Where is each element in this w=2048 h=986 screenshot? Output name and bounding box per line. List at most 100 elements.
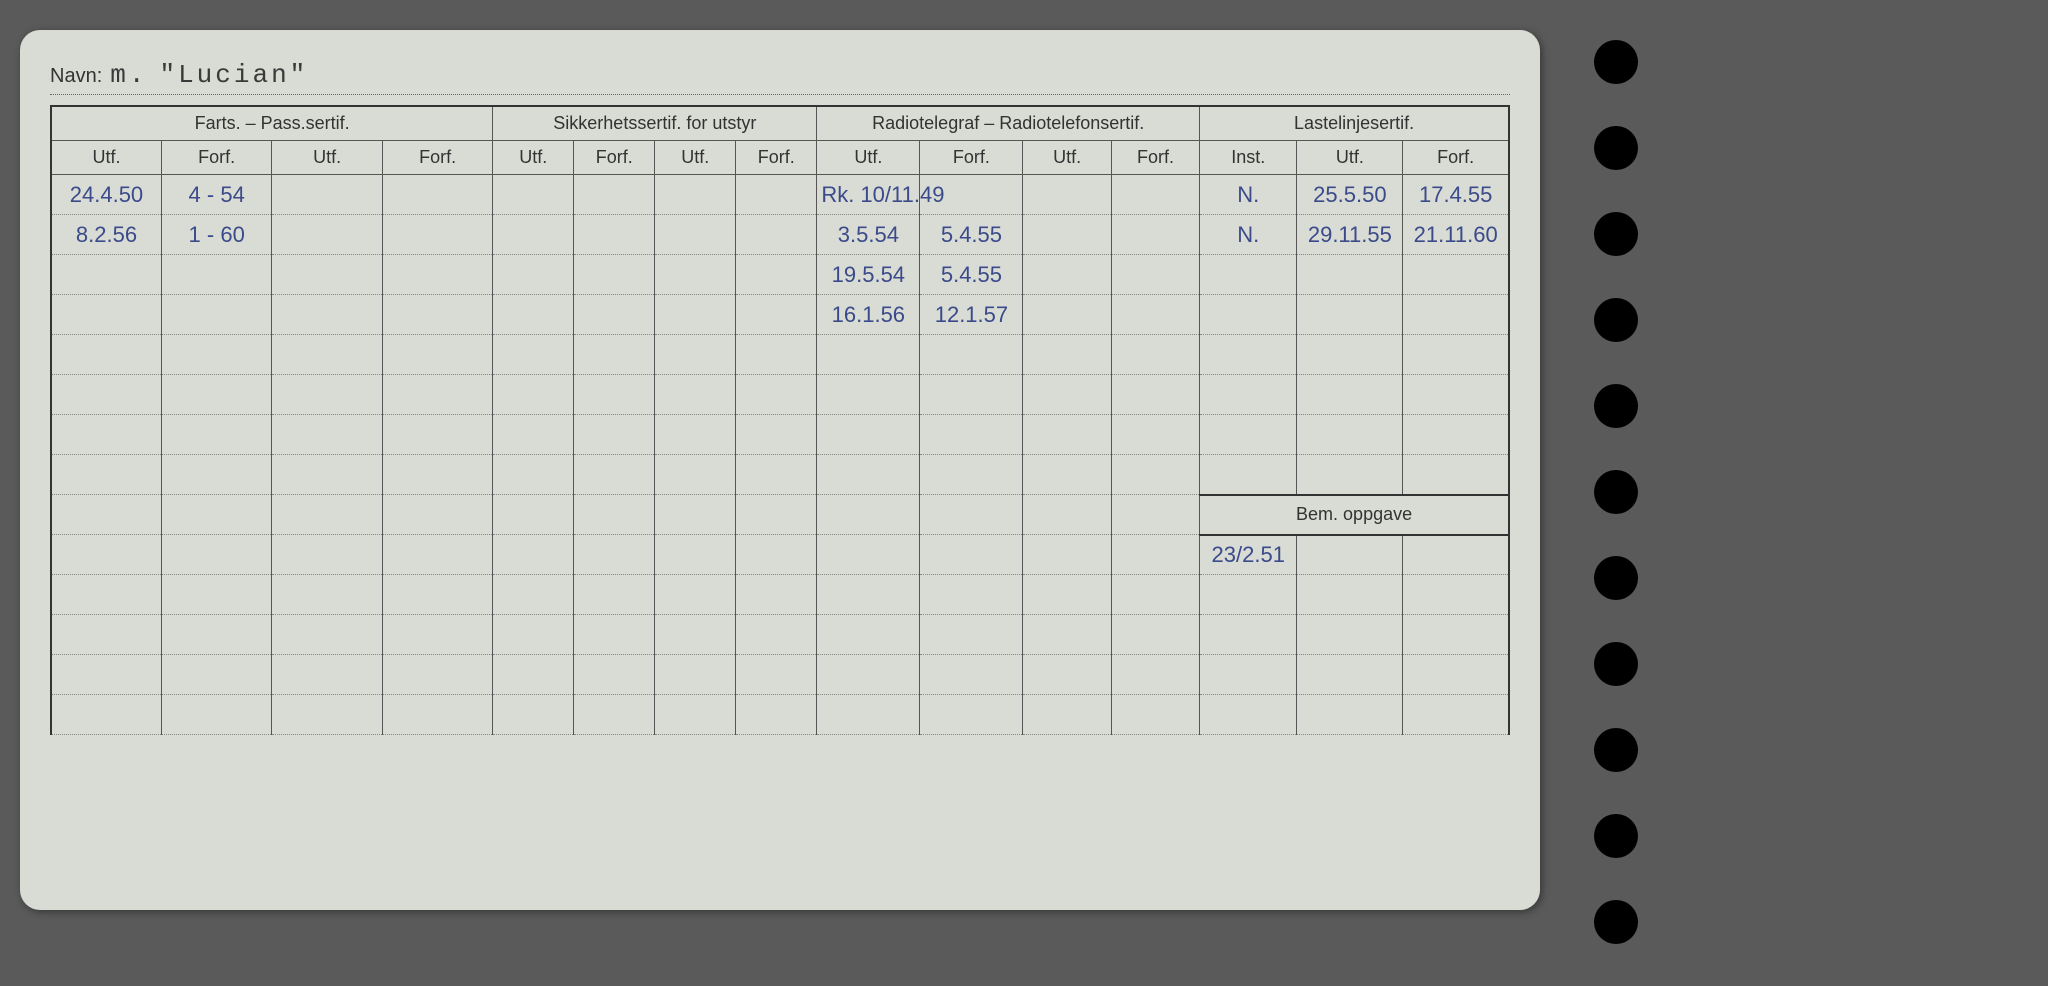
table-cell (920, 415, 1023, 455)
table-row (51, 615, 1509, 655)
table-row: 24.4.504 - 54Rk. 10/11.49N.25.5.5017.4.5… (51, 175, 1509, 215)
hole-icon (1594, 298, 1638, 342)
table-cell (382, 455, 492, 495)
table-cell (1403, 415, 1509, 455)
table-cell (920, 575, 1023, 615)
table-cell (51, 695, 161, 735)
table-cell (1403, 255, 1509, 295)
table-cell (51, 255, 161, 295)
table-cell: 4 - 54 (161, 175, 271, 215)
table-cell (272, 215, 382, 255)
table-cell (736, 255, 817, 295)
table-cell (1111, 535, 1199, 575)
table-cell (736, 415, 817, 455)
col-forf: Forf. (1403, 141, 1509, 175)
table-cell (382, 535, 492, 575)
table-cell (655, 335, 736, 375)
table-cell (574, 455, 655, 495)
table-cell: 29.11.55 (1297, 215, 1403, 255)
table-cell (493, 535, 574, 575)
table-cell (1403, 575, 1509, 615)
table-cell (1023, 215, 1111, 255)
table-cell (1297, 535, 1403, 575)
table-cell (1297, 375, 1403, 415)
col-forf: Forf. (920, 141, 1023, 175)
table-cell (1297, 295, 1403, 335)
table-cell (1111, 575, 1199, 615)
table-cell (1297, 255, 1403, 295)
table-cell: 12.1.57 (920, 295, 1023, 335)
table-cell (1200, 615, 1297, 655)
table-cell (1403, 655, 1509, 695)
table-cell (272, 655, 382, 695)
table-cell (1297, 615, 1403, 655)
table-cell (1023, 455, 1111, 495)
table-row: 16.1.5612.1.57 (51, 295, 1509, 335)
table-cell (574, 415, 655, 455)
table-cell (51, 455, 161, 495)
table-cell (655, 255, 736, 295)
table-cell (1111, 655, 1199, 695)
table-cell (493, 335, 574, 375)
table-row (51, 375, 1509, 415)
table-cell (51, 495, 161, 535)
table-cell (574, 175, 655, 215)
table-cell (272, 535, 382, 575)
hole-icon (1594, 814, 1638, 858)
table-cell (272, 615, 382, 655)
table-cell (1200, 375, 1297, 415)
table-cell (1200, 255, 1297, 295)
table-cell (1111, 495, 1199, 535)
table-cell (161, 295, 271, 335)
table-cell (655, 575, 736, 615)
hole-icon (1594, 212, 1638, 256)
table-cell (493, 655, 574, 695)
table-row (51, 455, 1509, 495)
table-cell (272, 335, 382, 375)
table-cell: 3.5.54 (817, 215, 920, 255)
table-cell (493, 375, 574, 415)
bem-oppgave-header: Bem. oppgave (1200, 495, 1509, 535)
table-cell (161, 695, 271, 735)
table-row (51, 695, 1509, 735)
table-cell (272, 695, 382, 735)
table-row: Bem. oppgave (51, 495, 1509, 535)
table-cell (1403, 615, 1509, 655)
group-laste: Lastelinjesertif. (1200, 106, 1509, 141)
table-cell (920, 615, 1023, 655)
table-cell (493, 255, 574, 295)
table-cell: 17.4.55 (1403, 175, 1509, 215)
table-cell (736, 655, 817, 695)
table-cell (161, 455, 271, 495)
group-sikker: Sikkerhetssertif. for utstyr (493, 106, 817, 141)
binder-holes (1594, 40, 1638, 986)
table-cell (574, 695, 655, 735)
table-cell (51, 615, 161, 655)
table-cell (161, 615, 271, 655)
table-cell (161, 655, 271, 695)
col-forf: Forf. (574, 141, 655, 175)
group-radio: Radiotelegraf – Radiotelefonsertif. (817, 106, 1200, 141)
table-cell (272, 495, 382, 535)
table-cell: 21.11.60 (1403, 215, 1509, 255)
table-cell (655, 415, 736, 455)
table-cell (272, 575, 382, 615)
hole-icon (1594, 126, 1638, 170)
table-cell (51, 335, 161, 375)
table-row: 23/2.51 (51, 535, 1509, 575)
table-cell (920, 455, 1023, 495)
table-cell (382, 175, 492, 215)
group-farts: Farts. – Pass.sertif. (51, 106, 493, 141)
table-cell (493, 455, 574, 495)
table-cell (817, 615, 920, 655)
table-cell (736, 495, 817, 535)
table-cell (382, 375, 492, 415)
table-cell (920, 535, 1023, 575)
table-cell (493, 295, 574, 335)
table-cell (382, 415, 492, 455)
table-cell (736, 455, 817, 495)
table-cell (1111, 175, 1199, 215)
table-cell: 1 - 60 (161, 215, 271, 255)
hole-icon (1594, 642, 1638, 686)
hole-icon (1594, 384, 1638, 428)
